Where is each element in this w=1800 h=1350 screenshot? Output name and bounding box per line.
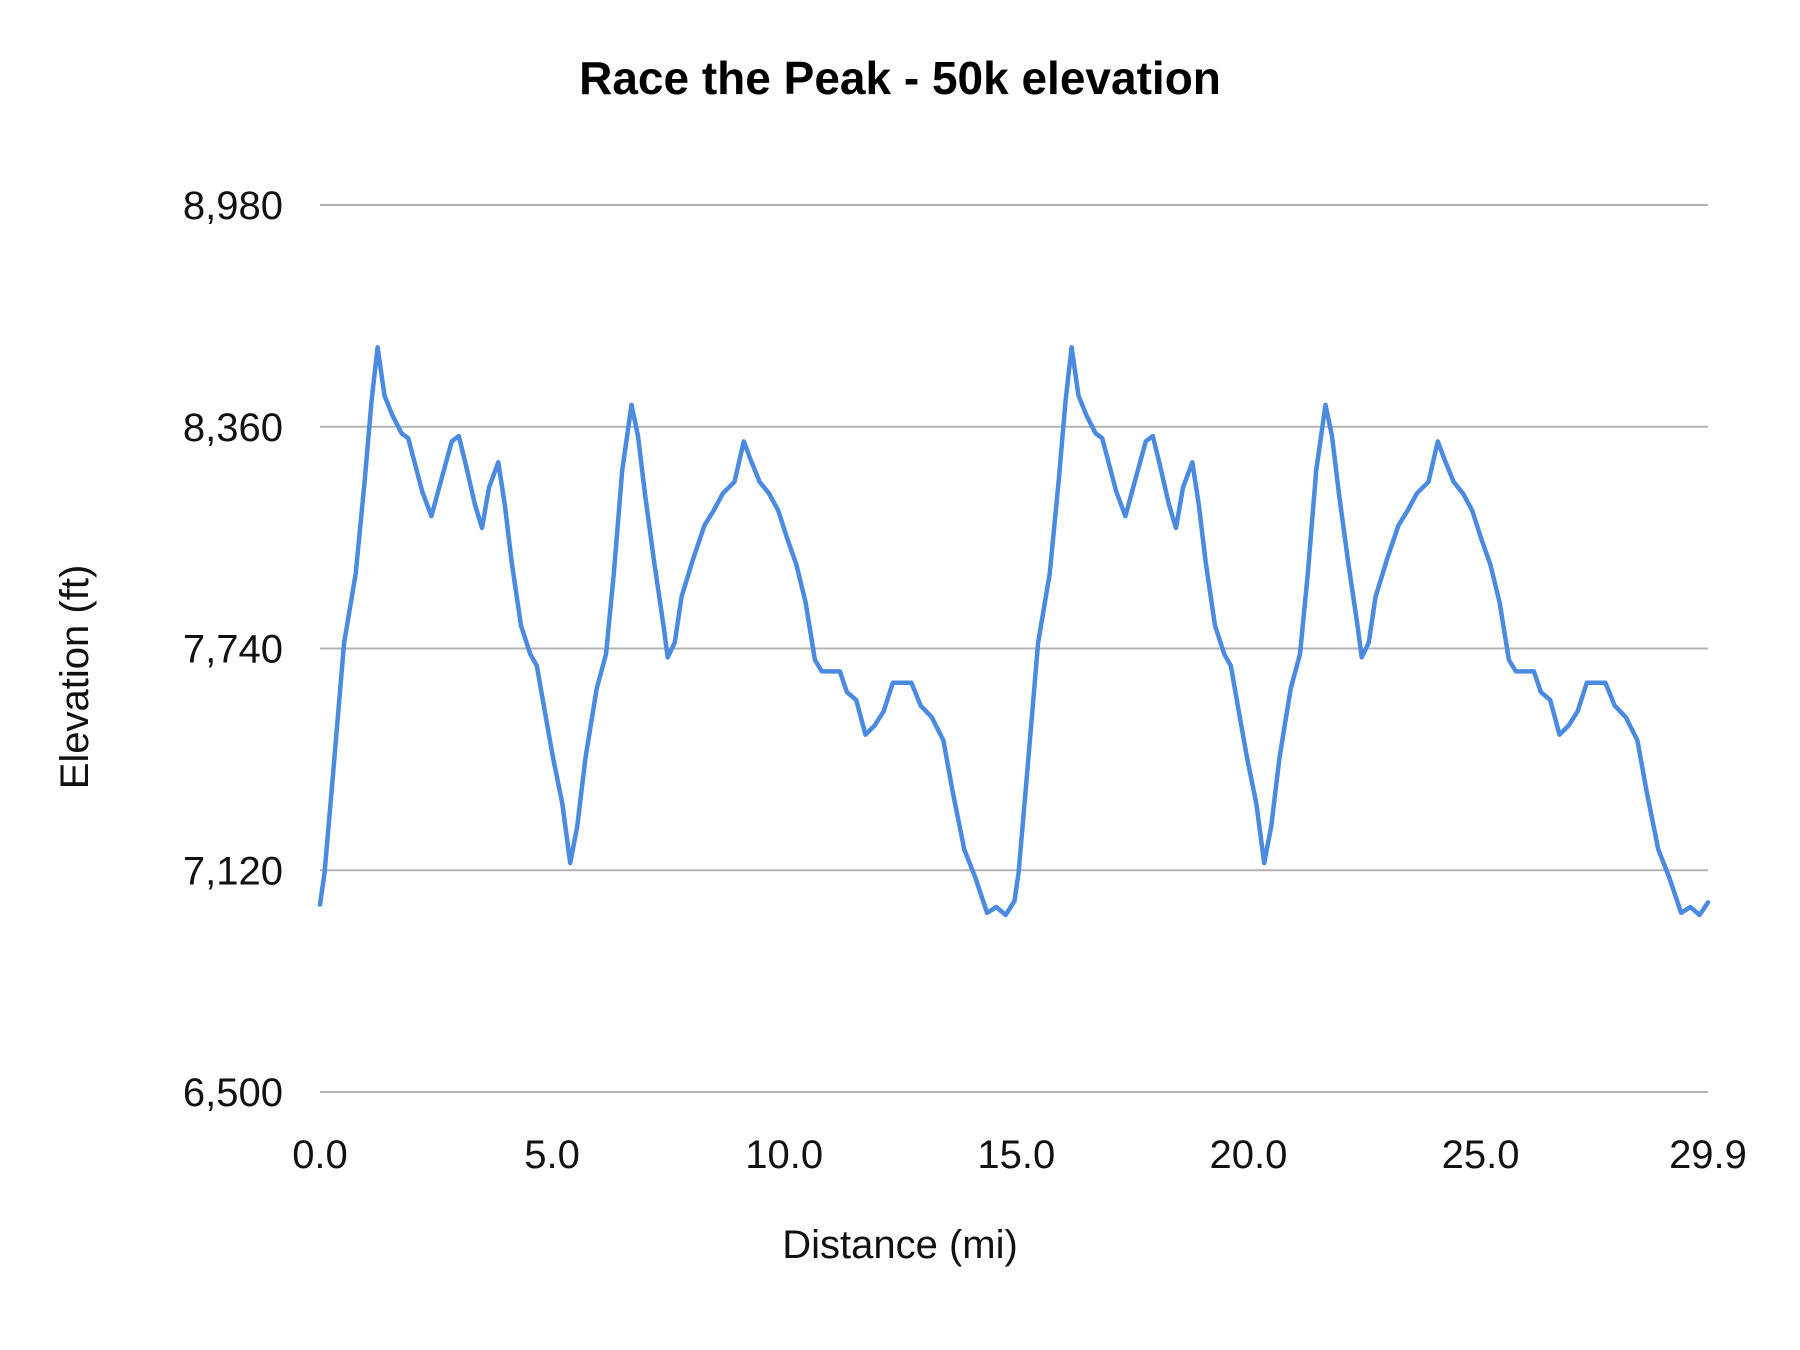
y-tick-label: 8,980 (183, 184, 283, 228)
x-tick-label: 29.9 (1669, 1133, 1747, 1177)
x-tick-label: 10.0 (745, 1133, 823, 1177)
x-axis-label: Distance (mi) (782, 1223, 1018, 1267)
x-tick-label: 0.0 (292, 1133, 348, 1177)
y-tick-label: 6,500 (183, 1071, 283, 1115)
x-tick-label: 20.0 (1209, 1133, 1287, 1177)
x-axis-ticks: 0.0 5.0 10.0 15.0 20.0 25.0 29.9 (292, 1133, 1747, 1177)
gridlines (320, 204, 1708, 1093)
chart-title: Race the Peak - 50k elevation (579, 52, 1221, 104)
y-axis-label: Elevation (ft) (53, 565, 97, 790)
x-tick-label: 15.0 (977, 1133, 1055, 1177)
y-axis-ticks: 8,980 8,360 7,740 7,120 6,500 (183, 184, 283, 1115)
y-tick-label: 8,360 (183, 406, 283, 450)
y-tick-label: 7,740 (183, 628, 283, 672)
x-tick-label: 25.0 (1442, 1133, 1520, 1177)
elevation-line (317, 345, 1711, 918)
series-layer (317, 345, 1711, 918)
y-tick-label: 7,120 (183, 849, 283, 893)
x-tick-label: 5.0 (524, 1133, 580, 1177)
